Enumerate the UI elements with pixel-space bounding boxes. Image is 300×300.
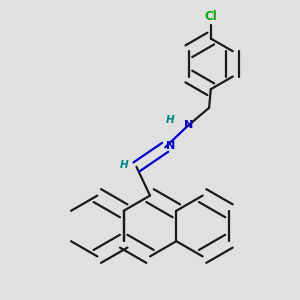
Text: H: H — [166, 115, 175, 125]
Text: H: H — [119, 160, 128, 170]
Text: N: N — [166, 141, 175, 151]
Text: N: N — [184, 120, 194, 130]
Text: Cl: Cl — [204, 10, 217, 23]
